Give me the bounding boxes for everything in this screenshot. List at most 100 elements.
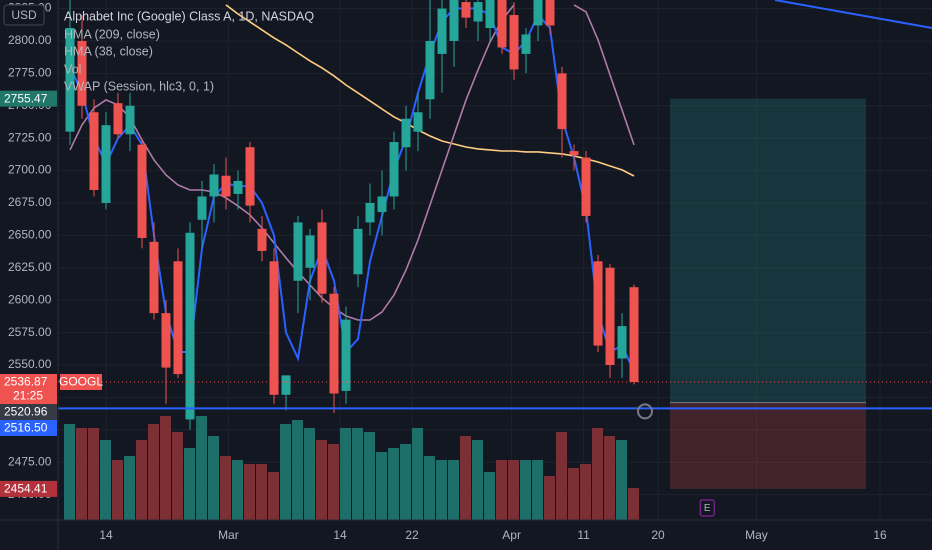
- price-label-box: [0, 90, 57, 107]
- candle-body: [281, 375, 291, 395]
- volume-bar: [604, 436, 616, 520]
- candle-body: [305, 235, 315, 268]
- candle-body: [413, 112, 423, 132]
- volume-bar: [484, 472, 496, 520]
- candle-body: [581, 157, 591, 216]
- currency-box[interactable]: [3, 4, 45, 26]
- price-label-box: [0, 374, 57, 405]
- volume-bar: [244, 464, 256, 520]
- candle-body: [233, 180, 243, 194]
- legend-entry: HMA (38, close): [64, 44, 153, 58]
- volume-bar: [88, 428, 100, 520]
- position-profit: [670, 98, 866, 403]
- legend-entry: VWAP (Session, hlc3, 0, 1): [64, 79, 214, 93]
- legend-entry: Vol: [64, 62, 81, 76]
- chart-title: Alphabet Inc (Google) Class A, 1D, NASDA…: [64, 9, 314, 23]
- cursor-marker: [637, 403, 653, 420]
- volume-bar: [304, 428, 316, 520]
- candle-body: [401, 118, 411, 148]
- candle-body: [101, 125, 111, 203]
- volume-bar: [76, 428, 88, 520]
- volume-bar: [616, 440, 628, 520]
- price-label: 2520.96: [4, 405, 48, 419]
- candle-body: [377, 196, 387, 213]
- volume-bar: [340, 428, 352, 520]
- candle-body: [317, 222, 327, 294]
- candle-body: [65, 27, 75, 132]
- x-tick-label: 20: [651, 528, 665, 542]
- volume-bar: [148, 424, 160, 520]
- volume-bar: [352, 428, 364, 520]
- candle-body: [425, 40, 435, 100]
- currency[interactable]: USD: [11, 8, 37, 22]
- volume-bar: [184, 448, 196, 520]
- x-tick-label: Apr: [502, 528, 521, 542]
- price-label: 2755.47: [4, 91, 48, 105]
- candle-body: [245, 147, 255, 206]
- volume-bar: [436, 460, 448, 520]
- price-label: 2516.50: [4, 421, 48, 435]
- price-label: 2536.87: [4, 375, 48, 389]
- volume-bar: [592, 428, 604, 520]
- x-tick-label: 14: [333, 528, 347, 542]
- volume-bar: [496, 460, 508, 520]
- candle-body: [185, 232, 195, 420]
- y-tick-label: 2600.00: [8, 292, 52, 306]
- volume-bar: [124, 456, 136, 520]
- candle-body: [593, 261, 603, 346]
- candle-body: [365, 202, 375, 223]
- y-tick-label: 2650.00: [8, 228, 52, 242]
- x-tick-label: 16: [873, 528, 887, 542]
- candle-body: [509, 15, 519, 70]
- volume-bar: [388, 448, 400, 520]
- volume-bar: [256, 464, 268, 520]
- y-tick-label: 2675.00: [8, 195, 52, 209]
- candle-body: [221, 175, 231, 197]
- volume-bar: [100, 440, 112, 520]
- volume-bar: [160, 416, 172, 520]
- x-tick-label: Mar: [218, 528, 239, 542]
- candle-body: [437, 8, 447, 54]
- candle-body: [617, 326, 627, 359]
- symbol-box: [60, 374, 102, 391]
- volume-bar: [460, 436, 472, 520]
- candle-body: [605, 267, 615, 365]
- legend-entry: HMA (209, close): [64, 27, 160, 41]
- plot-area: E: [58, 0, 932, 520]
- price-label-box: [0, 420, 57, 437]
- volume-bar: [544, 476, 556, 520]
- indicator-line: [225, 4, 635, 177]
- candle-body: [545, 0, 555, 26]
- candle-body: [353, 228, 363, 275]
- volume-bar: [400, 444, 412, 520]
- price-label-box: [0, 404, 57, 421]
- candle-body: [329, 293, 339, 394]
- volume-bar: [232, 460, 244, 520]
- candle-body: [449, 0, 459, 41]
- candle-body: [137, 144, 147, 238]
- trend-line: [774, 0, 932, 29]
- candle-body: [197, 196, 207, 220]
- candle-body: [389, 142, 399, 197]
- y-tick-label: 2475.00: [8, 454, 52, 468]
- volume-bar: [520, 460, 532, 520]
- volume-bar: [172, 432, 184, 520]
- candle-body: [461, 2, 471, 18]
- volume-bar: [220, 456, 232, 520]
- x-tick-label: 11: [577, 528, 590, 542]
- volume-bar: [280, 424, 292, 520]
- volume-bar: [424, 456, 436, 520]
- candle-body: [629, 287, 639, 383]
- volume-bar: [628, 488, 640, 520]
- volume-bar: [136, 440, 148, 520]
- volume-bar: [412, 428, 424, 520]
- y-tick-label: 2575.00: [8, 325, 52, 339]
- volume-bar: [508, 460, 520, 520]
- x-tick-label: May: [745, 528, 768, 542]
- volume-bar: [568, 468, 580, 520]
- candle-body: [161, 313, 171, 368]
- volume-bar: [580, 464, 592, 520]
- volume-bar: [472, 440, 484, 520]
- volume-bar: [316, 440, 328, 520]
